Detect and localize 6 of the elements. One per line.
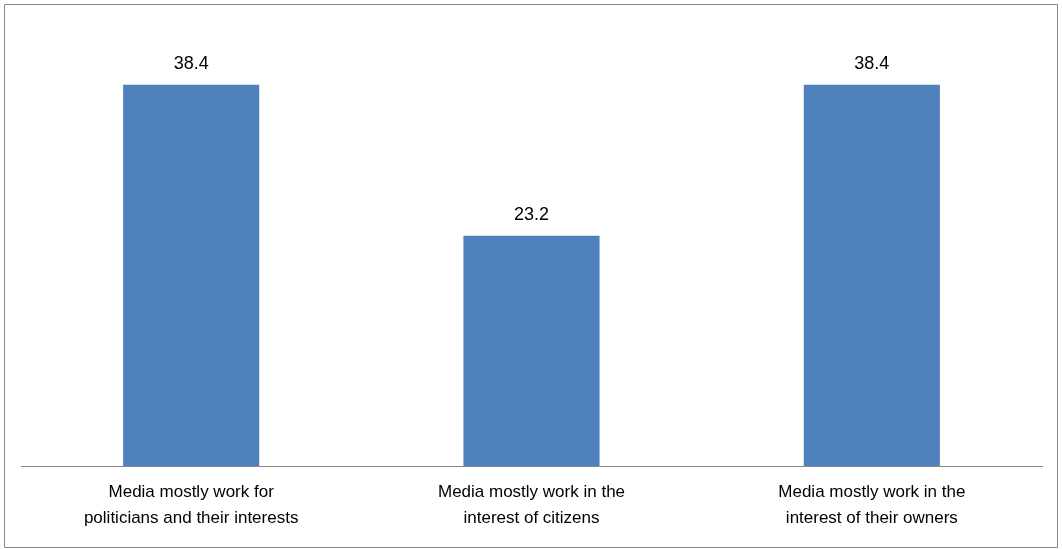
x-tick-label: Media mostly work in the interest of their owners (778, 482, 966, 527)
data-label: 38.4 (173, 52, 209, 73)
data-label: 23.2 (513, 203, 550, 224)
data-label: 38.4 (854, 52, 890, 73)
x-tick-label: Media mostly work in the interest of citizens (437, 482, 626, 527)
x-tick-label: Media mostly work for politicians and their interests (83, 482, 299, 527)
